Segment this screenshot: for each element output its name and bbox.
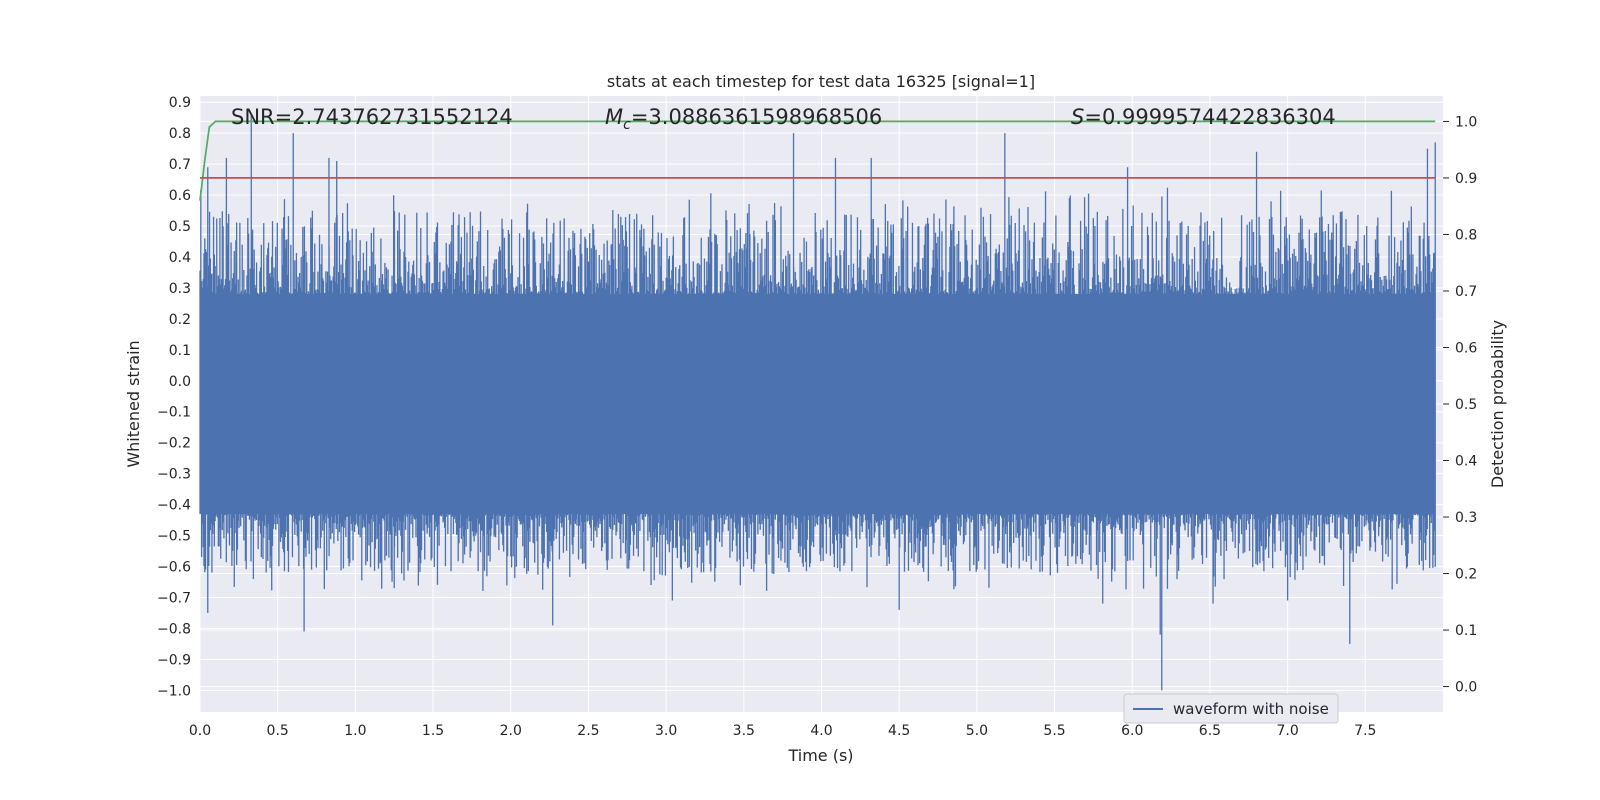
chirp-mass-value: =3.0886361598968506 [631, 105, 882, 129]
y-tick-label: −0.5 [157, 529, 191, 545]
y-tick-label: 0.2 [169, 312, 191, 328]
probability-series [199, 120, 1436, 201]
y-tick-label: 0.4 [169, 250, 191, 266]
y2-tick-label: 0.8 [1455, 227, 1477, 243]
x-tick-label: 0.0 [189, 723, 211, 739]
y2-tick-label: 0.9 [1455, 171, 1477, 187]
y-tick-label: −0.7 [157, 590, 191, 606]
y-tick-label: 0.0 [169, 374, 191, 390]
x-tick-label: 5.0 [966, 723, 988, 739]
y-tick-label: −0.9 [157, 652, 191, 668]
score-annotation: S=0.9999574422836304 [1071, 105, 1336, 129]
y2-tick-label: 0.4 [1455, 454, 1477, 470]
x-tick-label: 4.0 [810, 723, 832, 739]
chirp-mass-symbol: M [605, 105, 623, 129]
chart-title: stats at each timestep for test data 163… [607, 72, 1035, 91]
legend-label-waveform: waveform with noise [1173, 700, 1329, 718]
chirp-mass-subscript: c [623, 117, 631, 133]
x-tick-label: 0.5 [267, 723, 289, 739]
y2-tick-label: 0.5 [1455, 397, 1477, 413]
x-tick-label: 7.0 [1276, 723, 1298, 739]
x-tick-label: 7.5 [1354, 723, 1376, 739]
y-tick-label: 0.1 [169, 343, 191, 359]
y2-tick-label: 0.1 [1455, 623, 1477, 639]
legend-box [1123, 693, 1339, 724]
detection-probability-line [199, 120, 1436, 201]
y-tick-label: 0.5 [169, 219, 191, 235]
x-tick-label: 1.0 [344, 723, 366, 739]
y-axis-label: Whitened strain [124, 340, 143, 467]
snr-annotation: SNR=2.743762731552124 [231, 105, 513, 129]
y-tick-label: −0.3 [157, 467, 191, 483]
y2-tick-label: 0.2 [1455, 567, 1477, 583]
y-tick-label: −0.8 [157, 621, 191, 637]
score-symbol: S [1071, 105, 1084, 129]
y2-axis-label: Detection probability [1488, 320, 1507, 488]
x-axis-label: Time (s) [787, 746, 853, 765]
tick-labels: 0.0 0.5 1.0 1.5 2.0 2.5 3.0 3.5 4.0 4.5 5.0 5.5 6.0 6… [157, 95, 1477, 739]
x-tick-label: 3.5 [733, 723, 755, 739]
y-tick-label: 0.9 [169, 95, 191, 111]
waveform-series [199, 114, 1436, 691]
y2-tick-label: 1.0 [1455, 114, 1477, 130]
y2-tick-label: 0.3 [1455, 510, 1477, 526]
x-tick-label: 5.5 [1043, 723, 1065, 739]
waveform-line [199, 114, 1436, 691]
x-tick-label: 6.0 [1121, 723, 1143, 739]
y-tick-label: −0.6 [157, 560, 191, 576]
y-tick-label: −1.0 [157, 683, 191, 699]
y-tick-label: −0.4 [157, 498, 191, 514]
legend: waveform with noise [1123, 693, 1339, 724]
y-tick-label: 0.6 [169, 188, 191, 204]
chirp-mass-annotation: Mc=3.0886361598968506 [605, 105, 882, 133]
y-tick-label: −0.1 [157, 405, 191, 421]
y2-tick-label: 0.7 [1455, 284, 1477, 300]
y-tick-label: −0.2 [157, 436, 191, 452]
y-tick-label: 0.3 [169, 281, 191, 297]
x-tick-label: 6.5 [1199, 723, 1221, 739]
y-tick-label: 0.7 [169, 157, 191, 173]
x-tick-label: 3.0 [655, 723, 677, 739]
x-tick-label: 1.5 [422, 723, 444, 739]
x-tick-label: 2.0 [500, 723, 522, 739]
y2-tick-label: 0.0 [1455, 680, 1477, 696]
y2-tick-label: 0.6 [1455, 340, 1477, 356]
x-tick-label: 4.5 [888, 723, 910, 739]
score-value: =0.9999574422836304 [1084, 105, 1335, 129]
x-tick-label: 2.5 [577, 723, 599, 739]
y-tick-label: 0.8 [169, 126, 191, 142]
